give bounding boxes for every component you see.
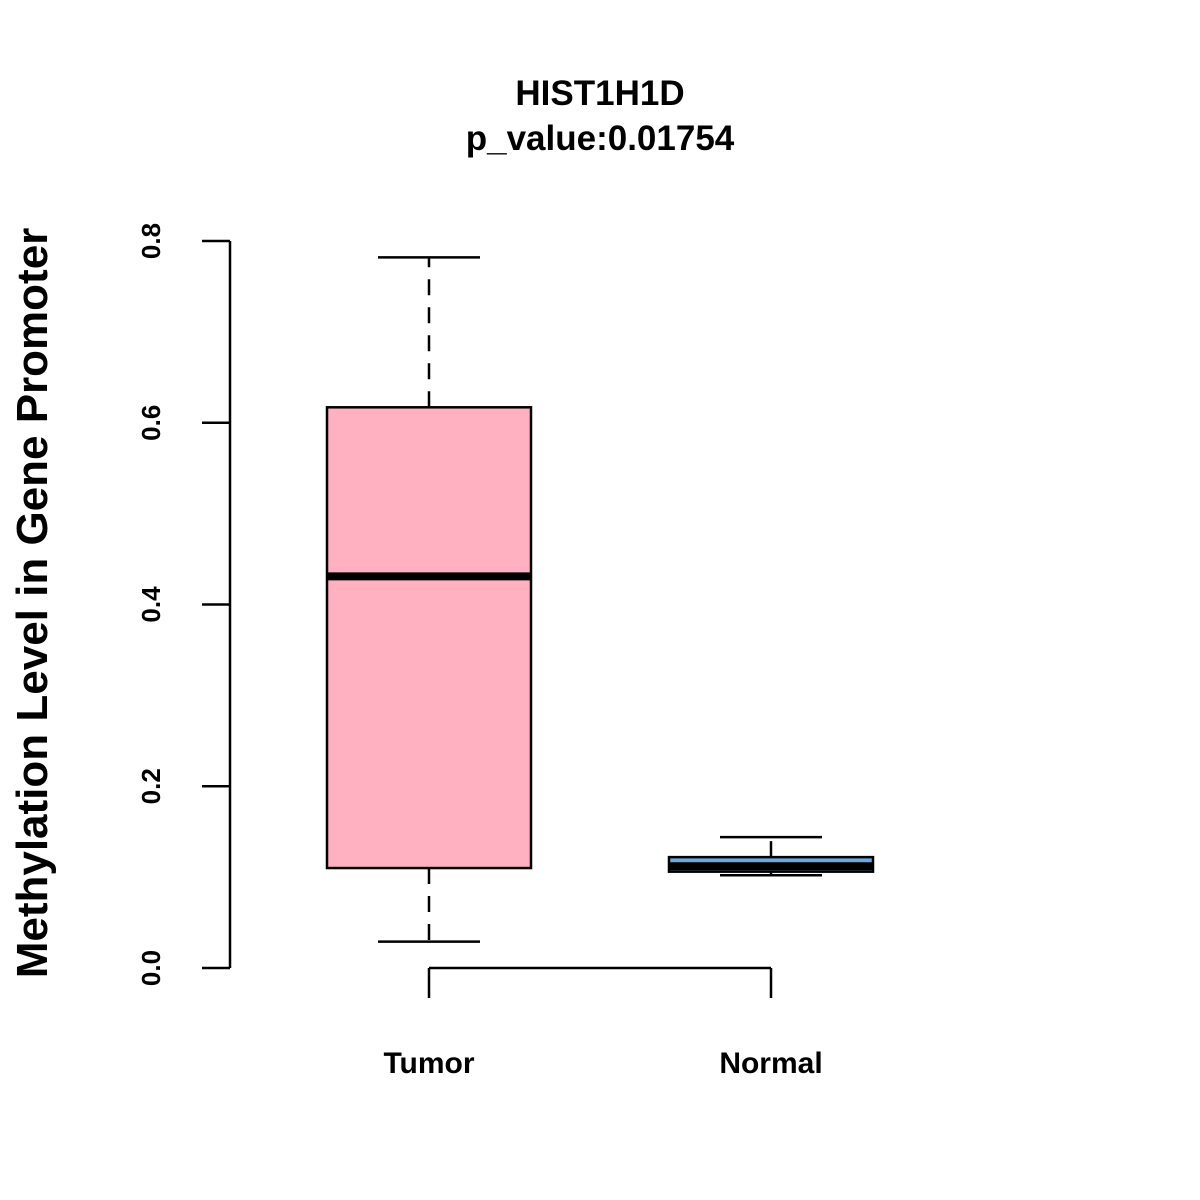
y-tick-label-2: 0.4 xyxy=(136,586,166,623)
y-axis-label: Methylation Level in Gene Promoter xyxy=(8,228,57,979)
box-body xyxy=(325,406,533,870)
category-label-normal: Normal xyxy=(719,1047,822,1080)
boxes xyxy=(325,256,875,943)
y-tick-label-1: 0.2 xyxy=(136,768,166,804)
chart-title: HIST1H1D xyxy=(515,74,684,113)
box-tumor xyxy=(325,256,533,943)
y-tick-label-4: 0.8 xyxy=(136,223,166,259)
y-axis: 0.0 0.2 0.4 0.6 0.8 xyxy=(136,223,232,986)
category-labels: Tumor Normal xyxy=(383,1047,822,1080)
category-label-tumor: Tumor xyxy=(383,1047,474,1080)
y-tick-label-3: 0.6 xyxy=(136,405,166,441)
group-axis xyxy=(427,966,773,998)
chart-subtitle: p_value:0.01754 xyxy=(466,119,735,158)
y-tick-label-0: 0.0 xyxy=(136,950,166,986)
box-normal xyxy=(667,835,875,877)
